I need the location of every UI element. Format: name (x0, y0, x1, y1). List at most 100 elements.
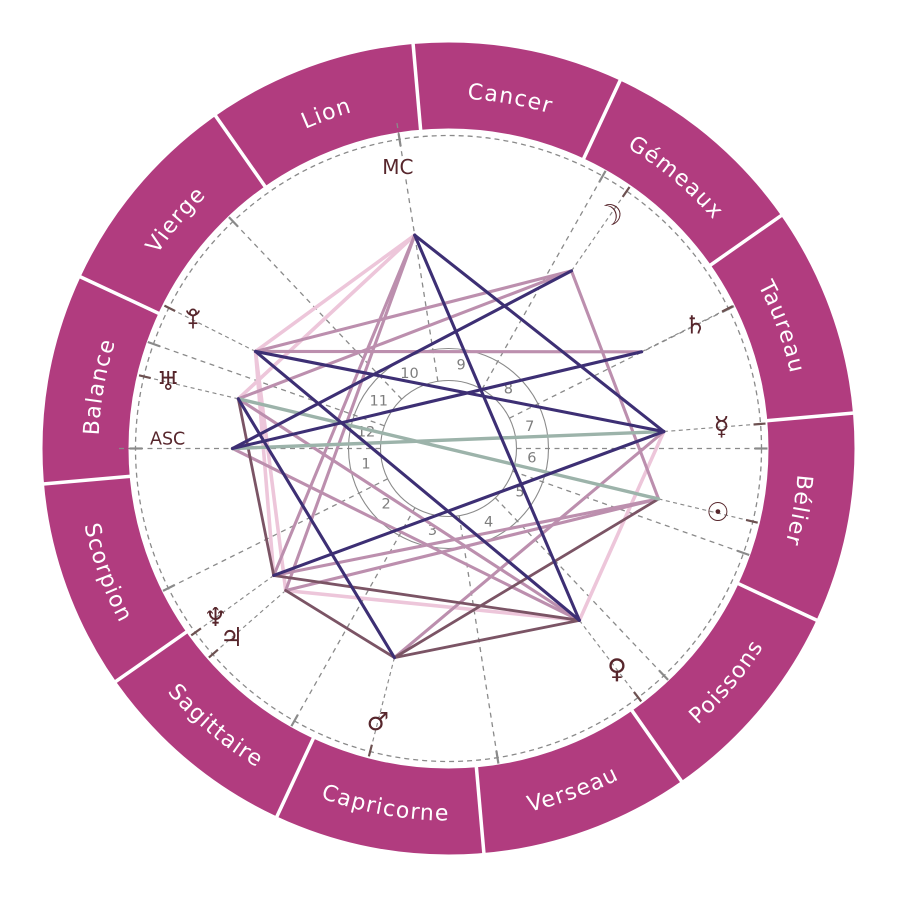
mc-label: MC (382, 155, 413, 179)
aspect-line-uranus-sun (236, 397, 661, 501)
house-number-11: 11 (370, 394, 388, 410)
moon-tick (621, 186, 631, 198)
aspect-line-mercury-mars (392, 430, 666, 660)
sign-separator (114, 630, 189, 684)
house-number-3: 3 (428, 523, 437, 539)
aspect-line-moon-sun (569, 269, 661, 501)
aspect-line-venus-neptune (272, 574, 581, 622)
aspect-line-venus-jupiter (283, 588, 582, 623)
sign-separator (213, 114, 267, 189)
jupiter-glyph: ♃ (220, 623, 243, 653)
aspect-line-moon-uranus (236, 269, 574, 401)
house-number-10: 10 (400, 366, 418, 382)
jupiter-tick (208, 648, 219, 659)
moon-pointer (570, 190, 628, 272)
cusp-tick-9 (598, 170, 607, 183)
house-cusp-2 (165, 478, 388, 591)
house-number-6: 6 (527, 451, 536, 467)
house-circle-inner (379, 379, 518, 518)
mars-glyph: ♂ (367, 707, 389, 736)
uranus-tick (138, 374, 151, 380)
sign-separator (78, 274, 161, 316)
cusp-tick-12 (147, 340, 161, 348)
house-number-8: 8 (504, 382, 513, 398)
sign-separator (766, 411, 855, 423)
aspect-line-sun-jupiter (284, 497, 661, 593)
sun-pointer (658, 498, 753, 523)
zodiac-ring (42, 42, 855, 855)
mercury-pointer (663, 423, 761, 433)
house-cusp-8 (509, 306, 732, 419)
aspect-line-asc-mercury (230, 429, 666, 451)
aspect-line-mars-venus (393, 618, 581, 660)
venus-glyph: ♀ (607, 654, 627, 685)
house-cusp-10 (395, 120, 439, 382)
aspect-line-pluto-venus (253, 349, 581, 622)
sign-separator (630, 708, 684, 783)
cusp-tick-2 (162, 584, 176, 592)
sun-tick (745, 518, 758, 524)
house-number-5: 5 (515, 485, 524, 501)
aspect-line-mc-neptune (272, 233, 417, 578)
aspect-line-uranus-neptune (236, 397, 276, 577)
aspect-line-moon-asc (230, 269, 574, 451)
house-cusp-4 (458, 515, 499, 761)
asc-label: ASC (150, 430, 185, 450)
house-circle-outer (347, 347, 550, 550)
sun-glyph: ☉ (706, 498, 729, 528)
jupiter-pointer (212, 590, 287, 655)
mars-tick (367, 744, 373, 757)
aspect-line-mc-jupiter (284, 233, 417, 593)
cusp-tick-3 (290, 714, 299, 727)
aspect-line-mc-uranus (236, 233, 417, 401)
sign-separator (474, 766, 486, 855)
pluto-tick (163, 304, 176, 312)
house-cusp-12 (150, 342, 385, 427)
neptune-glyph: ♆ (204, 603, 227, 633)
venus-tick (633, 691, 643, 703)
pluto-pointer (168, 307, 256, 352)
house-number-2: 2 (381, 497, 390, 513)
aspect-line-venus-asc (230, 446, 581, 622)
house-number-1: 1 (361, 457, 370, 473)
aspect-line-mc-venus (413, 233, 581, 622)
sign-separator (411, 42, 423, 131)
cusp-tick-11 (228, 216, 239, 228)
cusp-tick-10 (397, 133, 402, 147)
cusp-tick-5 (658, 669, 669, 681)
aspect-line-pluto-mercury (253, 349, 666, 434)
house-number-4: 4 (484, 514, 493, 530)
aspect-line-mercury-neptune (272, 430, 666, 578)
aspect-line-moon-pluto (253, 269, 574, 353)
mercury-tick (753, 422, 766, 426)
uranus-glyph: ♅ (157, 367, 180, 397)
aspect-line-mc-pluto (253, 233, 417, 354)
sign-separator (736, 581, 819, 623)
house-cusp-3 (292, 507, 416, 724)
house-number-7: 7 (525, 419, 534, 435)
uranus-pointer (143, 375, 239, 400)
sign-separator (274, 736, 316, 819)
neptune-pointer (194, 574, 275, 633)
saturn-tick (721, 305, 734, 313)
aspect-line-mc-mercury (413, 233, 666, 434)
aspect-line-saturn-asc (230, 350, 644, 451)
house-number-9: 9 (456, 357, 465, 373)
sign-separator (581, 78, 623, 161)
cusp-tick-4 (495, 750, 500, 764)
house-cusp-5 (494, 497, 667, 679)
cusp-tick-6 (736, 549, 750, 557)
mars-pointer (369, 657, 395, 752)
saturn-glyph: ♄ (684, 310, 706, 339)
aspect-line-mercury-venus (577, 429, 666, 623)
aspect-line-uranus-venus (236, 397, 581, 622)
sign-separator (42, 474, 131, 486)
mercury-glyph: ☿ (714, 412, 730, 442)
aspect-line-mars-jupiter (284, 589, 396, 660)
venus-pointer (578, 619, 639, 698)
saturn-pointer (641, 307, 729, 353)
neptune-tick (190, 627, 202, 637)
pluto-glyph (185, 308, 201, 329)
